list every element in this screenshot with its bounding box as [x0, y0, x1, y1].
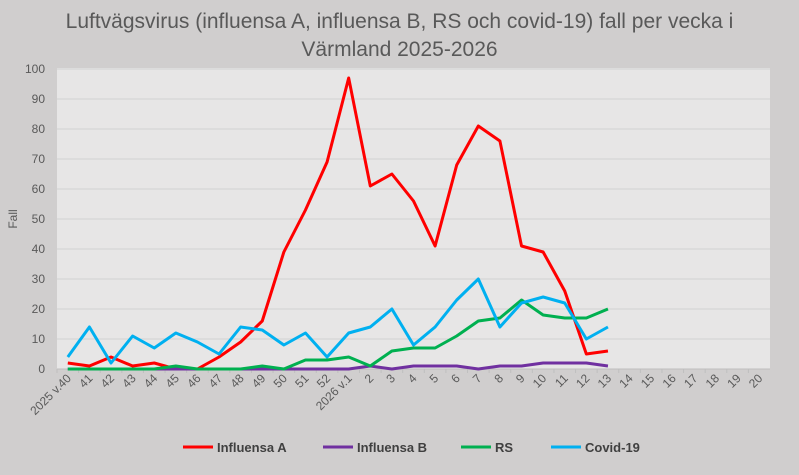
x-tick-label: 5 — [427, 371, 442, 386]
y-axis-title: Fall — [6, 209, 20, 228]
y-tick-label: 100 — [25, 62, 45, 76]
x-tick-label: 42 — [98, 371, 118, 391]
x-tick-label: 49 — [249, 371, 269, 391]
legend-label: Covid-19 — [585, 440, 640, 455]
x-tick-label: 8 — [491, 371, 506, 386]
chart-title-line-2: Värmland 2025-2026 — [301, 38, 498, 61]
series-line-influensa-a — [67, 76, 609, 371]
y-tick-label: 90 — [32, 92, 46, 106]
x-tick-label: 44 — [141, 371, 161, 391]
x-tick-label: 4 — [405, 371, 420, 386]
x-tick-label: 18 — [703, 371, 723, 391]
series-line-rs — [67, 298, 609, 371]
x-tick-label: 13 — [595, 371, 615, 391]
x-tick-label: 46 — [184, 371, 204, 391]
x-tick-label: 48 — [227, 371, 247, 391]
x-tick-label: 10 — [530, 371, 550, 391]
x-tick-label: 50 — [271, 371, 291, 391]
x-tick-label: 15 — [638, 371, 658, 391]
x-tick-label: 9 — [513, 371, 528, 386]
x-tick-label: 6 — [448, 371, 463, 386]
x-tick-label: 41 — [76, 371, 96, 391]
legend-label: Influensa B — [357, 440, 427, 455]
x-tick-label: 7 — [470, 371, 485, 386]
x-tick-label: 19 — [724, 371, 744, 391]
legend-label: RS — [495, 440, 513, 455]
x-tick-label: 45 — [163, 371, 183, 391]
y-tick-label: 70 — [32, 152, 46, 166]
x-tick-label: 51 — [292, 371, 312, 391]
y-tick-label: 40 — [32, 242, 46, 256]
x-tick-label: 43 — [119, 371, 139, 391]
y-tick-label: 30 — [32, 272, 46, 286]
x-tick-label: 16 — [660, 371, 680, 391]
chart-title-line-1: Luftvägsvirus (influensa A, influensa B,… — [65, 10, 734, 33]
x-tick-label: 47 — [206, 371, 226, 391]
x-tick-label: 20 — [746, 371, 766, 391]
x-tick-label: 3 — [383, 371, 398, 386]
x-tick-label: 2 — [362, 371, 377, 386]
x-tick-label: 14 — [616, 371, 636, 391]
y-tick-label: 20 — [32, 302, 46, 316]
y-tick-label: 50 — [32, 212, 46, 226]
y-tick-label: 60 — [32, 182, 46, 196]
y-tick-label: 0 — [38, 362, 45, 376]
y-tick-label: 80 — [32, 122, 46, 136]
x-tick-label: 2025 v.40 — [27, 371, 74, 418]
y-tick-label: 10 — [32, 332, 46, 346]
x-tick-label: 11 — [552, 371, 571, 390]
legend-label: Influensa A — [217, 440, 287, 455]
x-tick-label: 12 — [573, 371, 593, 391]
x-tick-label: 17 — [681, 371, 701, 391]
chart-title: Luftvägsvirus (influensa A, influensa B,… — [0, 8, 799, 64]
series-line-covid-19 — [66, 277, 609, 365]
